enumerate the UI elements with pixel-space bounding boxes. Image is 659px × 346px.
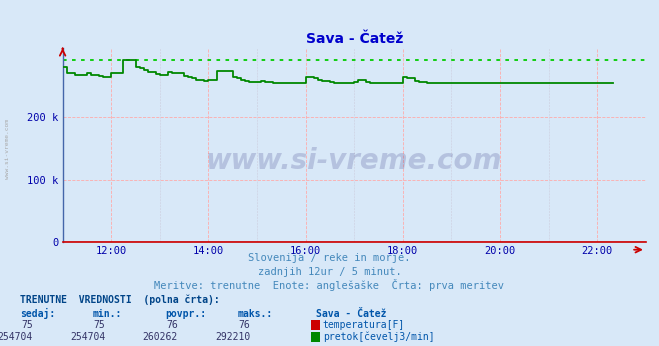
Text: 76: 76 xyxy=(166,320,178,330)
Text: 292210: 292210 xyxy=(215,332,250,342)
Text: Slovenija / reke in morje.: Slovenija / reke in morje. xyxy=(248,253,411,263)
Text: Meritve: trenutne  Enote: anglešaške  Črta: prva meritev: Meritve: trenutne Enote: anglešaške Črta… xyxy=(154,279,505,291)
Text: 254704: 254704 xyxy=(0,332,33,342)
Title: Sava - Čatež: Sava - Čatež xyxy=(306,32,403,46)
Text: maks.:: maks.: xyxy=(237,309,272,319)
Text: 254704: 254704 xyxy=(71,332,105,342)
Text: 75: 75 xyxy=(21,320,33,330)
Text: 75: 75 xyxy=(94,320,105,330)
Text: www.si-vreme.com: www.si-vreme.com xyxy=(5,119,11,179)
Text: temperatura[F]: temperatura[F] xyxy=(323,320,405,330)
Text: povpr.:: povpr.: xyxy=(165,309,206,319)
Text: 76: 76 xyxy=(239,320,250,330)
Text: Sava - Čatež: Sava - Čatež xyxy=(316,309,387,319)
Text: 260262: 260262 xyxy=(143,332,178,342)
Text: sedaj:: sedaj: xyxy=(20,308,55,319)
Text: pretok[čevelj3/min]: pretok[čevelj3/min] xyxy=(323,331,434,342)
Text: www.si-vreme.com: www.si-vreme.com xyxy=(206,147,502,175)
Text: min.:: min.: xyxy=(92,309,122,319)
Text: TRENUTNE  VREDNOSTI  (polna črta):: TRENUTNE VREDNOSTI (polna črta): xyxy=(20,294,219,305)
Text: zadnjih 12ur / 5 minut.: zadnjih 12ur / 5 minut. xyxy=(258,267,401,277)
